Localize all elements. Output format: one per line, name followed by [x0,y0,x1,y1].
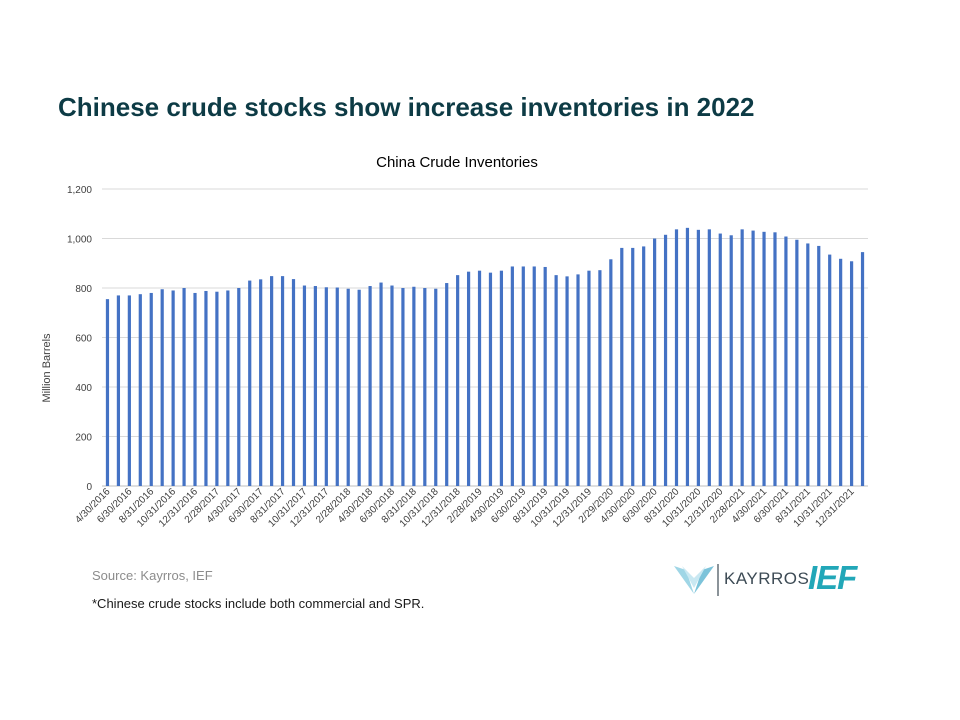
bar-5/31/2019 [510,266,514,486]
bar-5/31/2017 [248,280,252,486]
bar-6/30/2021 [784,236,788,486]
kayrros-wordmark: KAYRROS [724,569,810,588]
bar-9/30/2020 [685,227,690,487]
bar-4/30/2020 [631,247,635,486]
y-tick-label: 800 [75,284,92,295]
bar-7/31/2018 [401,288,405,486]
bar-11/30/2018 [445,283,449,486]
bar-8/31/2020 [674,229,679,486]
slide-title: Chinese crude stocks show increase inven… [58,92,755,122]
bar-3/31/2018 [357,289,361,486]
bar-3/31/2021 [751,230,755,486]
bar-2/28/2018 [346,288,350,486]
bar-10/31/2020 [696,229,700,486]
bar-10/31/2019 [565,276,569,486]
bar-2/28/2021 [740,229,744,486]
bar-12/31/2016 [193,292,197,486]
bar-7/31/2016 [138,294,142,486]
bar-9/30/2018 [423,288,427,486]
bar-4/30/2019 [499,270,504,486]
bar-11/30/2021 [839,258,843,486]
bar-9/30/2016 [160,289,164,486]
chart: China Crude Inventories Million Barrels … [41,154,868,530]
bar-7/31/2020 [663,234,668,486]
bar-1/31/2020 [598,270,602,486]
source-note: Source: Kayrros, IEF [92,568,213,583]
bar-6/30/2018 [390,285,394,486]
bar-8/31/2021 [806,243,810,486]
bar-4/30/2016 [105,299,110,486]
y-axis-label: Million Barrels [41,333,53,403]
bar-1/31/2021 [729,235,733,486]
bar-10/31/2017 [302,285,307,486]
bars [105,227,865,487]
y-tick-label: 400 [75,383,92,394]
bar-5/31/2020 [642,246,646,486]
bar-6/30/2017 [259,279,263,486]
y-axis-ticks: 0 200 400 600 800 1,000 1,200 [67,185,92,493]
bar-7/31/2021 [795,239,799,486]
bar-4/30/2021 [762,231,766,486]
bar-12/31/2018 [456,275,460,486]
bar-5/31/2021 [773,232,777,486]
bar-12/31/2021 [849,261,854,486]
bar-10/31/2018 [434,288,438,486]
footnote: *Chinese crude stocks include both comme… [92,596,425,611]
bar-1/31/2017 [204,290,208,486]
y-tick-label: 0 [86,482,92,493]
bar-10/31/2016 [171,290,175,486]
bar-8/31/2019 [543,266,547,486]
bar-12/31/2019 [587,270,591,486]
bar-4/30/2017 [237,288,241,486]
ief-logo: IEF [808,559,857,596]
bar-4/30/2018 [368,286,372,486]
bar-9/30/2019 [554,275,558,486]
bar-2/28/2019 [477,270,482,486]
bar-1/31/2022 [860,252,865,486]
kayrros-mark-icon [674,564,719,596]
bar-11/30/2019 [576,274,580,486]
bar-10/31/2021 [828,254,832,486]
bar-5/31/2016 [116,295,121,486]
y-tick-label: 200 [75,433,92,444]
y-tick-label: 1,200 [67,185,92,196]
bar-6/30/2016 [127,295,131,486]
bar-12/31/2020 [718,233,722,486]
bar-12/31/2017 [324,287,328,486]
bar-9/30/2017 [291,279,296,486]
y-tick-label: 1,000 [67,235,92,246]
y-tick-label: 600 [75,334,92,345]
bar-2/29/2020 [609,259,613,486]
gridlines [102,188,868,487]
bar-3/31/2020 [620,247,624,486]
bar-11/30/2017 [313,286,317,486]
bar-8/31/2018 [412,286,416,486]
bar-2/28/2017 [215,291,219,486]
bar-9/30/2021 [817,245,821,486]
kayrros-logo: KAYRROS [672,562,809,598]
bar-11/30/2020 [707,229,711,486]
bar-8/31/2017 [280,276,285,486]
bar-6/30/2020 [653,238,657,486]
bar-3/31/2019 [488,272,493,486]
bar-7/31/2019 [532,266,536,486]
bar-11/30/2016 [182,288,186,486]
bar-5/31/2018 [379,282,383,486]
bar-3/31/2017 [226,290,230,486]
x-axis-ticks: 4/30/20166/30/20168/31/201610/31/201612/… [73,486,857,529]
bar-1/31/2019 [466,271,471,486]
bar-1/31/2018 [335,287,339,486]
bar-8/31/2016 [149,292,153,486]
bar-7/31/2017 [270,276,274,486]
bar-6/30/2019 [521,266,525,486]
chart-title: China Crude Inventories [376,154,538,171]
